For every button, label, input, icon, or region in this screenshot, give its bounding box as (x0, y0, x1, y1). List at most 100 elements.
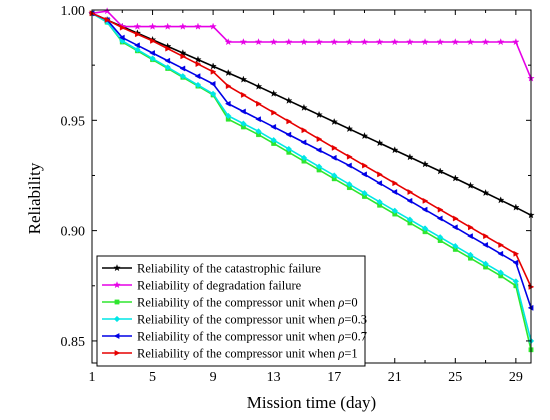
data-point (315, 147, 322, 154)
legend-label-part: Reliability of degradation failure (137, 279, 302, 293)
legend-label-part: Reliability of the compressor unit when (137, 296, 338, 310)
data-point (269, 38, 278, 46)
data-point (361, 171, 367, 178)
data-point (407, 189, 414, 195)
data-point (315, 110, 323, 118)
y-tick-label: 1.00 (61, 4, 86, 19)
data-point (254, 38, 263, 46)
data-point (377, 171, 383, 178)
data-point (300, 154, 308, 161)
legend-label-part: Reliability of the compressor unit when (137, 347, 338, 361)
legend-marker (113, 281, 121, 289)
legend-label-part: =0.7 (344, 330, 367, 344)
data-point (315, 163, 323, 170)
x-tick-label: 1 (89, 370, 96, 385)
data-point (512, 259, 519, 266)
data-point (345, 38, 354, 46)
series-5 (89, 10, 535, 290)
data-point (391, 38, 399, 46)
data-point (345, 125, 354, 133)
data-point (239, 38, 248, 46)
data-point (240, 120, 247, 127)
data-point (346, 153, 353, 160)
data-point (271, 109, 277, 116)
data-point (285, 38, 293, 46)
data-point (483, 233, 489, 240)
data-point (498, 241, 505, 248)
data-point (300, 139, 307, 146)
data-point (512, 38, 520, 46)
data-point (421, 225, 429, 232)
data-point (119, 24, 126, 31)
data-point (179, 22, 187, 30)
data-point (421, 160, 429, 168)
data-point (497, 196, 505, 204)
x-tick-label: 5 (149, 370, 156, 385)
data-point (513, 250, 520, 257)
data-point (406, 216, 414, 223)
data-point (194, 22, 202, 30)
data-point (224, 100, 231, 107)
plot-layer (88, 7, 535, 353)
data-point (118, 34, 125, 41)
data-point (316, 136, 323, 143)
data-point (285, 96, 293, 104)
data-point (194, 55, 202, 63)
data-point (362, 162, 368, 169)
series-line (91, 10, 532, 79)
data-point (482, 241, 488, 248)
data-point (179, 49, 187, 57)
data-point (149, 50, 155, 56)
data-point (286, 118, 293, 125)
data-point (285, 131, 292, 138)
data-point (406, 197, 413, 204)
data-point (104, 16, 111, 23)
legend-label-part: =1 (344, 347, 357, 361)
data-point (163, 22, 172, 30)
data-point (135, 31, 141, 38)
data-point (392, 180, 399, 187)
data-point (269, 89, 278, 97)
data-point (330, 154, 337, 161)
data-point (194, 81, 202, 89)
legend-label-part: Reliability of the catastrophic failure (137, 262, 321, 276)
data-point (285, 145, 292, 153)
x-tick-label: 21 (388, 370, 402, 385)
data-point (437, 234, 444, 241)
y-tick-label: 0.95 (61, 114, 86, 129)
data-point (437, 206, 444, 213)
data-point (482, 260, 489, 267)
data-point (375, 139, 384, 147)
data-point (225, 112, 232, 120)
data-point (270, 123, 277, 130)
x-tick-label: 17 (327, 370, 341, 385)
legend-label: Reliability of the compressor unit when … (137, 313, 367, 327)
data-point (436, 167, 444, 175)
data-point (391, 146, 399, 154)
data-point (225, 83, 232, 90)
legend-label-part: =0.3 (344, 313, 367, 327)
data-point (256, 100, 262, 107)
data-point (134, 42, 140, 49)
data-point (209, 22, 217, 30)
legend-marker (114, 350, 121, 356)
data-point (240, 108, 246, 115)
y-tick-label: 0.85 (61, 335, 86, 350)
x-tick-label: 9 (210, 370, 217, 385)
data-point (481, 188, 490, 197)
data-point (300, 103, 308, 111)
data-point (481, 38, 490, 46)
data-point (346, 181, 353, 188)
legend-item: Reliability of the compressor unit when … (102, 296, 358, 310)
data-point (148, 22, 157, 30)
data-point (331, 144, 338, 151)
data-point (255, 116, 261, 123)
series-line (91, 12, 532, 342)
data-point (270, 137, 277, 144)
data-point (468, 224, 474, 231)
legend-marker (113, 333, 120, 339)
x-tick-label: 25 (448, 370, 462, 385)
legend-box (96, 255, 366, 367)
data-point (406, 38, 414, 46)
axes-layer: 1 5 9 13 17 21 25 29 0.85 0.90 0.95 1.00 (61, 4, 532, 385)
